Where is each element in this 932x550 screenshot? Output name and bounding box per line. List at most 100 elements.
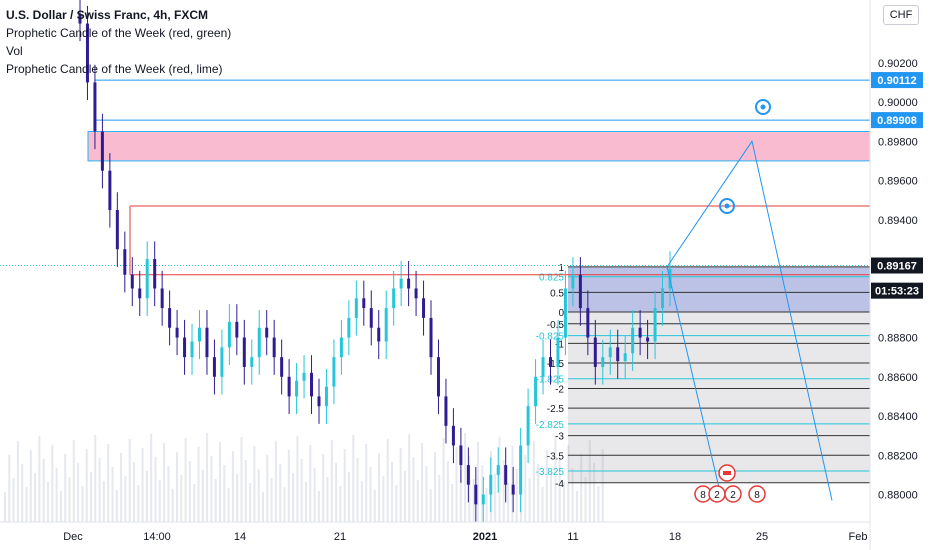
volume-bar <box>64 454 67 522</box>
volume-bar <box>90 472 92 522</box>
candle-body <box>168 308 172 328</box>
projection-arrow[interactable] <box>666 140 833 501</box>
volume-bar <box>240 437 243 522</box>
volume-bar <box>494 474 497 522</box>
volume-bar <box>154 457 157 522</box>
fib-level-label: -0.825 <box>536 332 565 343</box>
volume-bar <box>47 482 49 522</box>
eye-icon[interactable] <box>719 198 735 214</box>
event-flag-icon[interactable] <box>748 485 766 503</box>
price-label-badge <box>871 257 923 274</box>
projection-arrow-alt[interactable] <box>666 266 723 501</box>
volume-bar <box>137 485 140 522</box>
volume-bar <box>468 456 471 522</box>
volume-bar <box>266 455 269 522</box>
volume-bar <box>507 483 510 522</box>
candle-body <box>257 327 261 358</box>
volume-bar <box>197 447 200 522</box>
volume-bar <box>180 475 183 522</box>
volume-bar <box>601 449 604 522</box>
volume-bar <box>412 457 415 522</box>
volume-bar <box>206 433 209 522</box>
volume-bar <box>563 482 565 522</box>
chart-legend: U.S. Dollar / Swiss Franc, 4h, FXCM Prop… <box>6 6 231 78</box>
candle-body <box>153 259 157 289</box>
volume-bar <box>262 492 264 522</box>
volume-bar <box>12 478 15 522</box>
candle-body <box>108 170 112 210</box>
candle-body <box>160 288 164 309</box>
candle-body <box>549 357 553 367</box>
candle-body <box>369 308 373 328</box>
volume-bar <box>421 443 424 522</box>
volume-bar <box>210 456 213 522</box>
candle-body <box>227 321 231 348</box>
candle-body <box>481 494 485 505</box>
candle-body <box>130 274 134 289</box>
price-label-badge <box>871 282 923 299</box>
event-flag-count: 8 <box>754 490 760 501</box>
candle-body <box>601 357 605 367</box>
candle-body <box>197 327 201 342</box>
volume-bar <box>279 464 282 522</box>
candle-body <box>354 298 358 318</box>
volume-bar <box>545 450 548 522</box>
candle-body <box>295 380 299 397</box>
fib-level-label: -3.825 <box>536 467 565 478</box>
candle-body <box>616 347 620 362</box>
volume-bar <box>309 445 312 522</box>
time-tick-label: 14 <box>234 531 246 543</box>
volume-bar <box>313 468 316 522</box>
volume-bar <box>214 479 217 522</box>
price-tick-label: 0.89800 <box>878 136 918 148</box>
horizontal-lines <box>0 79 870 276</box>
volume-bar <box>464 433 467 522</box>
volume-bar <box>438 475 441 522</box>
price-tick-label: 0.88600 <box>878 372 918 384</box>
volume-bar <box>111 467 114 522</box>
volume-bar <box>322 454 325 522</box>
price-tick-label: 0.89600 <box>878 176 918 188</box>
volume-bar <box>575 491 578 522</box>
volume-bar <box>429 489 432 522</box>
candle-body <box>384 308 388 342</box>
volume-bar <box>515 469 518 522</box>
price-tick-label: 0.90200 <box>878 58 918 70</box>
eye-icon[interactable] <box>755 99 771 115</box>
candle-body <box>571 274 575 289</box>
volume-bar <box>442 438 445 522</box>
candle-body <box>541 357 545 377</box>
volume-bar <box>528 478 531 522</box>
time-tick-label: Feb <box>849 531 868 543</box>
candle-body <box>451 425 455 446</box>
candle-body <box>399 278 403 289</box>
volume-bar <box>59 491 62 522</box>
candle-body <box>310 372 314 397</box>
fib-band <box>568 363 870 379</box>
candle-body <box>265 327 269 338</box>
fib-band <box>568 435 870 456</box>
volume-bar <box>477 442 479 522</box>
volume-bar <box>343 449 346 522</box>
volume-bar <box>326 477 329 522</box>
event-flag-icon[interactable] <box>724 485 742 503</box>
volume-bar <box>593 463 596 522</box>
candle-body <box>436 357 440 397</box>
volume-bar <box>532 441 535 522</box>
volume-bar <box>77 463 80 522</box>
price-label-text: 0.89167 <box>877 261 917 273</box>
candle-body <box>407 278 411 289</box>
fib-level-label: -2.5 <box>547 404 565 415</box>
time-tick-label: 14:00 <box>143 531 171 543</box>
fib-band <box>568 378 870 389</box>
volume-bar <box>386 439 389 522</box>
fibonacci-tool: 10.8250.50-0.5-0.825-1-1.5-1.825-2-2.5-2… <box>536 263 870 490</box>
zone-rect[interactable] <box>87 130 871 162</box>
candle-body <box>631 327 635 354</box>
time-tick-label: 2021 <box>473 531 497 543</box>
candle-body <box>347 317 351 338</box>
volume-bar <box>128 439 131 522</box>
currency-badge[interactable]: CHF <box>883 5 919 25</box>
volume-bar <box>481 465 484 522</box>
